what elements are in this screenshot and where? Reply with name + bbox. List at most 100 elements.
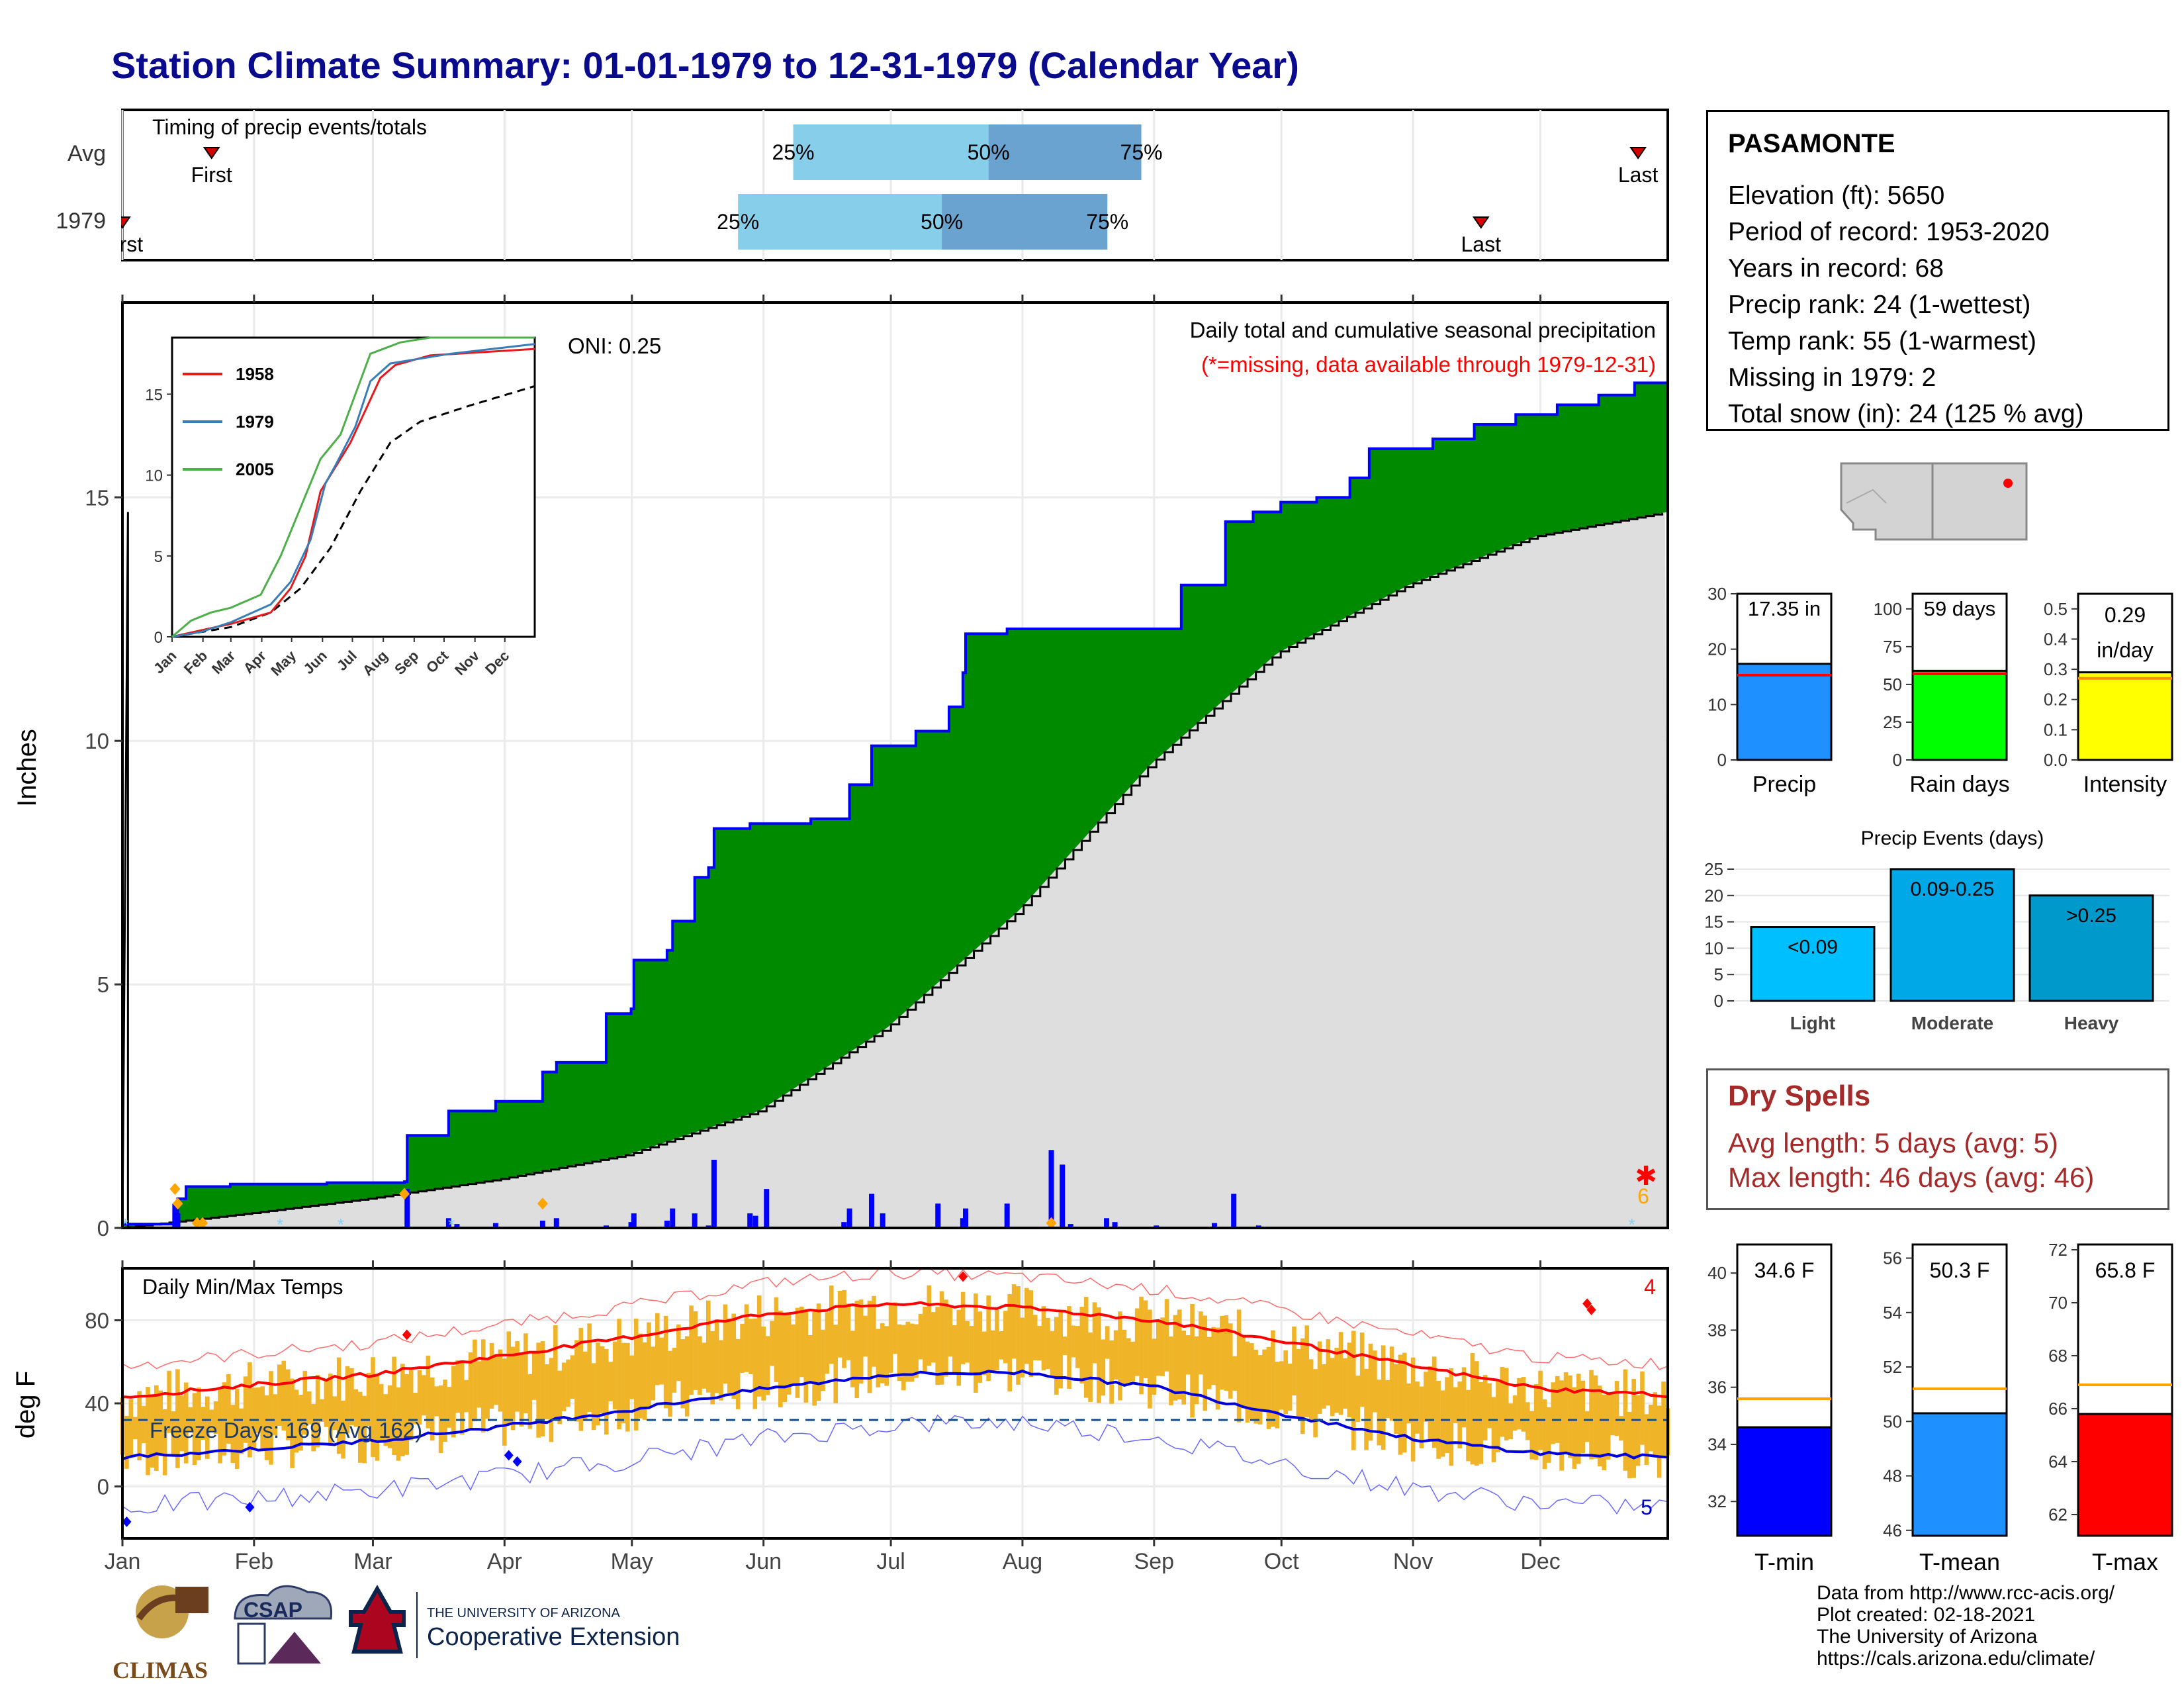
daily-temp-bar	[1292, 1326, 1297, 1395]
daily-temp-bar	[1364, 1368, 1369, 1450]
daily-temp-bar	[1211, 1327, 1216, 1385]
daily-temp-bar	[375, 1374, 380, 1461]
daily-temp-bar	[663, 1315, 668, 1409]
y-tick-label: 5	[97, 972, 109, 997]
daily-temp-bar	[1538, 1370, 1543, 1450]
daily-temp-bar	[1190, 1303, 1195, 1418]
temp-gauge-value-text: 50.3 F	[1930, 1258, 1990, 1282]
daily-temp-bar	[477, 1361, 482, 1408]
daily-temp-bar	[553, 1325, 558, 1419]
daily-temp-bar	[281, 1360, 287, 1431]
daily-temp-bar	[1118, 1311, 1122, 1401]
daily-temp-bar	[392, 1356, 396, 1456]
daily-temp-bar	[197, 1387, 201, 1461]
events-category-label: Light	[1790, 1013, 1835, 1033]
daily-temp-bar	[1623, 1369, 1628, 1471]
daily-temp-bar	[277, 1364, 282, 1427]
daily-temp-bar	[1143, 1300, 1148, 1379]
gauge-value-text: 0.29	[2105, 603, 2146, 627]
credit-line: https://cals.arizona.edu/climate/	[1817, 1648, 2095, 1669]
daily-temp-bar	[1394, 1364, 1398, 1434]
daily-temp-bar	[1037, 1325, 1042, 1361]
daily-temp-bar	[320, 1399, 324, 1423]
gauge-label: Rain days	[1909, 772, 2009, 797]
timing-bar-25-50	[793, 124, 989, 180]
daily-temp-bar	[1199, 1311, 1203, 1375]
daily-temp-bar	[260, 1386, 265, 1452]
daily-temp-bar	[1194, 1336, 1199, 1405]
daily-temp-bar	[1134, 1308, 1140, 1376]
daily-temp-bar	[1359, 1332, 1365, 1407]
daily-precip-bar	[711, 1159, 717, 1228]
daily-temp-bar	[1547, 1407, 1551, 1463]
daily-temp-bar	[243, 1376, 248, 1443]
timing-panel: Timing of precip events/totals Avg 1979 …	[0, 109, 1669, 261]
first-event-marker	[203, 147, 220, 160]
daily-temp-bar	[888, 1303, 893, 1373]
y-tick-label: 0	[97, 1475, 109, 1499]
daily-temp-bar	[596, 1342, 600, 1426]
daily-temp-bar	[353, 1389, 359, 1427]
daily-temp-bar	[1424, 1372, 1428, 1422]
daily-temp-bar	[1067, 1306, 1071, 1389]
daily-precip-bar	[1004, 1203, 1010, 1228]
timing-row-label-1979: 1979	[56, 209, 106, 234]
daily-temp-bar	[302, 1371, 308, 1435]
temp-gauge-tick-label: 62	[2048, 1505, 2068, 1524]
daily-temp-bar	[1228, 1323, 1233, 1399]
daily-temp-bar	[629, 1355, 635, 1399]
daily-temp-bar	[1589, 1370, 1594, 1460]
daily-temp-bar	[209, 1409, 214, 1432]
month-tick-label: Nov	[1393, 1549, 1433, 1574]
daily-temp-bar	[1164, 1299, 1169, 1372]
daily-temp-bar	[833, 1325, 838, 1403]
events-bar	[2028, 894, 2154, 1002]
inset-normal-line	[171, 385, 535, 638]
station-info-row: Period of record: 1953-2020	[1728, 218, 2050, 246]
daily-precip-bar	[1060, 1164, 1066, 1228]
daily-temp-bar	[1445, 1377, 1449, 1454]
daily-temp-bar	[455, 1360, 461, 1413]
events-bar-label: <0.09	[1788, 937, 1838, 959]
daily-temp-bar	[1011, 1284, 1017, 1359]
daily-temp-bar	[1627, 1411, 1632, 1479]
daily-temp-bar	[647, 1322, 651, 1407]
daily-temp-bar	[150, 1394, 155, 1468]
daily-temp-bar	[621, 1342, 626, 1424]
daily-temp-bar	[858, 1299, 864, 1384]
daily-temp-bar	[549, 1358, 554, 1442]
daily-temp-bar	[872, 1295, 876, 1367]
daily-temp-bar	[1224, 1315, 1229, 1391]
daily-temp-bar	[574, 1340, 579, 1422]
daily-temp-bar	[379, 1383, 384, 1440]
daily-temp-bar	[498, 1349, 503, 1412]
temp-gauge-tick-label: 56	[1883, 1248, 1902, 1268]
daily-temp-bar	[158, 1390, 163, 1456]
daily-temp-bar	[175, 1369, 180, 1468]
daily-temp-bar	[956, 1309, 962, 1386]
daily-temp-bar	[897, 1324, 902, 1382]
daily-temp-bar	[740, 1323, 745, 1373]
climas-logo: CLIMAS	[113, 1585, 208, 1683]
label-clip-mask	[0, 199, 121, 258]
daily-temp-bar	[510, 1346, 516, 1430]
daily-temp-bar	[1169, 1336, 1173, 1405]
daily-temp-bar	[285, 1369, 291, 1440]
temp-gauge-label: T-max	[2092, 1548, 2158, 1575]
daily-temp-bar	[978, 1311, 983, 1383]
gauge-tick-label: 30	[1707, 584, 1727, 604]
daily-temp-bar	[1504, 1368, 1509, 1441]
precip-panel-title: Daily total and cumulative seasonal prec…	[1190, 318, 1656, 342]
daily-temp-bar	[226, 1374, 231, 1444]
temp-gauge-tick-label: 38	[1707, 1320, 1727, 1340]
daily-temp-bar	[1245, 1341, 1250, 1423]
daily-temp-bar	[842, 1289, 846, 1368]
daily-temp-bar	[1631, 1378, 1636, 1478]
precip-ylabel: Inches	[13, 729, 42, 807]
gauge-value-bar	[1911, 669, 2008, 761]
daily-temp-bar	[545, 1364, 549, 1420]
daily-temp-bar	[1406, 1383, 1411, 1424]
daily-temp-bar	[944, 1299, 948, 1377]
daily-temp-bar	[867, 1300, 872, 1393]
daily-temp-bar	[306, 1391, 312, 1425]
